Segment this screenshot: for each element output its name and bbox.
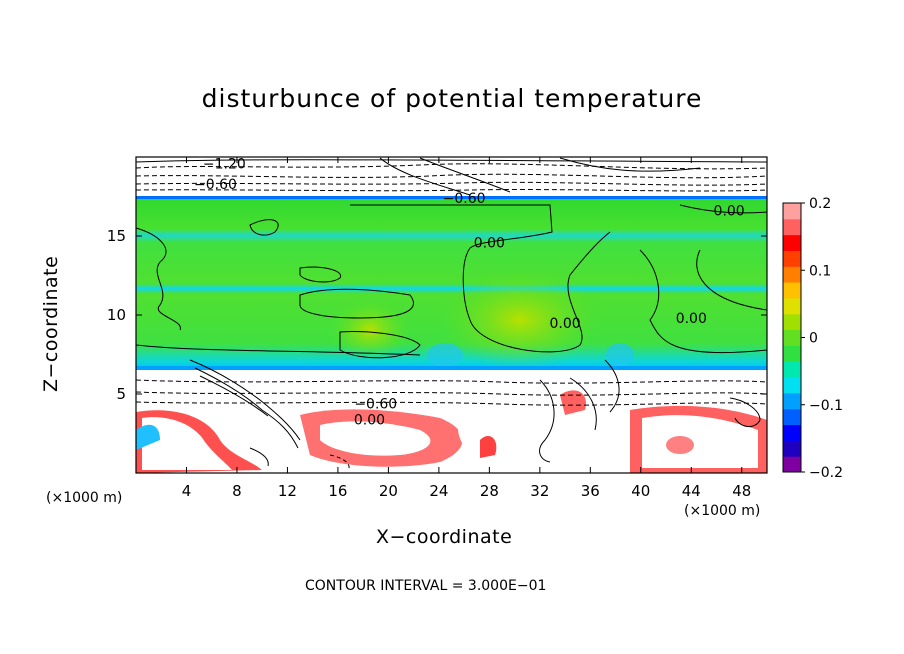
colorbar-swatch <box>783 440 801 457</box>
colorbar-tick-label: 0 <box>809 331 818 347</box>
contour-label: 0.00 <box>474 235 505 251</box>
x-tick-label: 28 <box>480 482 499 500</box>
colorbar-swatch <box>783 282 801 299</box>
colorbar-swatch <box>783 250 801 267</box>
x-tick-label: 32 <box>530 482 549 500</box>
x-tick-label: 24 <box>429 482 448 500</box>
mid-contours <box>135 204 768 359</box>
colorbar-swatch <box>783 297 801 315</box>
colorbar-swatch <box>783 218 801 236</box>
x-unit-right: (×1000 m) <box>684 503 761 519</box>
colorbar-tick-label: 0.1 <box>809 263 831 279</box>
colorbar-swatch <box>783 203 801 220</box>
colorbar-swatch <box>783 329 801 346</box>
x-tick-label: 44 <box>682 482 701 500</box>
y-axis-ticks: 5 10 15 <box>107 227 767 403</box>
contour-label: 0.00 <box>549 316 580 332</box>
colorbar-swatch <box>783 345 801 362</box>
x-tick-label: 48 <box>732 482 751 500</box>
x-tick-label: 12 <box>278 482 297 500</box>
y-tick-label: 15 <box>107 227 126 245</box>
colorbar-swatch <box>783 361 801 378</box>
cool-anomaly <box>606 343 634 367</box>
x-tick-label: 4 <box>182 482 192 500</box>
x-tick-label: 16 <box>328 482 347 500</box>
cool-anomaly <box>427 343 463 367</box>
colorbar-swatch <box>783 313 801 331</box>
contour-labels: −1.20−0.60−0.600.000.000.00 0.00−0.600.00 <box>194 156 745 428</box>
x-tick-label: 20 <box>379 482 398 500</box>
y-axis-label: Z−coordinate <box>40 255 62 392</box>
contour-label: −0.60 <box>194 177 237 193</box>
boundary-band <box>136 366 767 370</box>
contour-interval-note: CONTOUR INTERVAL = 3.000E−01 <box>305 578 547 594</box>
colorbar: 0.2 0.1 0 −0.1 −0.2 <box>782 196 843 481</box>
x-axis-ticks: 4 8 12 16 20 24 28 32 36 40 44 48 <box>182 157 751 500</box>
contour-label: 0.00 <box>354 412 385 428</box>
colorbar-swatch <box>783 456 801 473</box>
x-tick-label: 8 <box>232 482 242 500</box>
colorbar-swatch <box>783 266 801 283</box>
contour-label: 0.00 <box>676 311 707 327</box>
contour-label: 0.00 <box>714 204 745 220</box>
colorbar-tick-label: 0.2 <box>809 196 831 212</box>
colorbar-swatch <box>783 424 801 441</box>
colorbar-tick-label: −0.2 <box>809 465 843 481</box>
y-tick-label: 10 <box>107 306 126 324</box>
boundary-band <box>136 196 767 199</box>
contour-label: −0.60 <box>354 396 397 412</box>
contour-label: −1.20 <box>203 156 246 172</box>
x-axis-label: X−coordinate <box>376 526 513 548</box>
x-tick-label: 40 <box>631 482 650 500</box>
colorbar-swatch <box>783 392 801 410</box>
x-tick-label: 36 <box>581 482 600 500</box>
contour-label: −0.60 <box>443 191 486 207</box>
warm-anomaly <box>330 300 410 360</box>
colorbar-swatch <box>783 234 801 251</box>
lower-layer <box>136 390 767 473</box>
y-tick-label: 5 <box>116 385 126 403</box>
warm-anomaly <box>440 270 600 370</box>
colorbar-swatch <box>783 408 801 426</box>
lower-contours <box>135 359 768 471</box>
chart-title: disturbunce of potential temperature <box>201 84 703 113</box>
colorbar-tick-label: −0.1 <box>809 398 843 414</box>
x-unit-left: (×1000 m) <box>46 490 123 506</box>
colorbar-swatch <box>783 377 801 394</box>
